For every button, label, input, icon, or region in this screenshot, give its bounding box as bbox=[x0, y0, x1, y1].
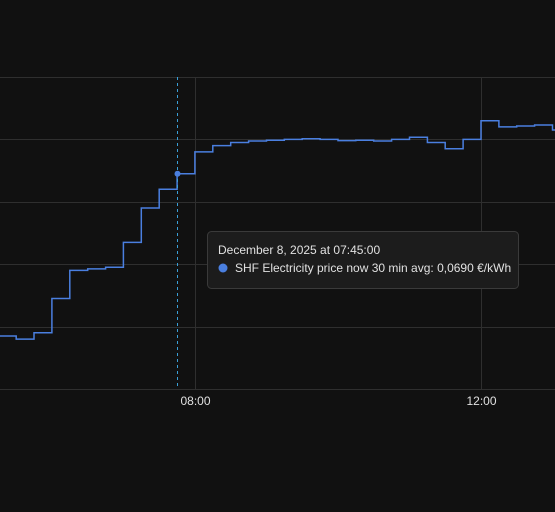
tooltip-marker bbox=[218, 263, 228, 273]
x-tick-label: 12:00 bbox=[466, 394, 496, 408]
hover-point bbox=[174, 170, 181, 177]
tooltip: December 8, 2025 at 07:45:00 SHF Electric… bbox=[207, 231, 519, 289]
tooltip-text: SHF Electricity price now 30 min avg: 0,… bbox=[235, 261, 511, 275]
x-tick-label: 08:00 bbox=[180, 394, 210, 408]
tooltip-title: December 8, 2025 at 07:45:00 bbox=[218, 243, 380, 257]
price-line bbox=[0, 119, 555, 340]
tooltip-box bbox=[207, 231, 519, 289]
